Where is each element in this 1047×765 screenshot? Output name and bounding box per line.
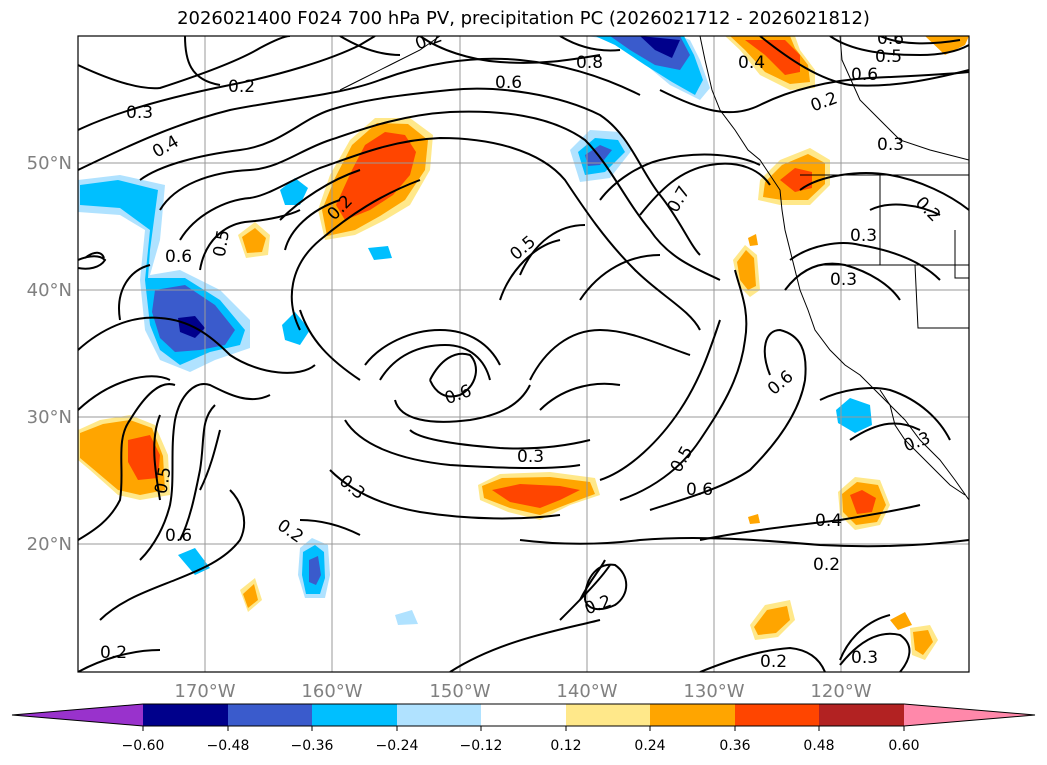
colorbar-tick-label: −0.24 <box>376 738 419 754</box>
lon-label-130w: 130°W <box>683 681 744 702</box>
contour-label: 0.6 <box>877 29 904 49</box>
lon-label-170w: 170°W <box>174 681 235 702</box>
lon-label-160w: 160°W <box>301 681 362 702</box>
pv-contours <box>78 36 969 672</box>
contour-label: 0.6 <box>495 73 522 93</box>
colorbar-tick-label: 0.60 <box>888 738 919 754</box>
colorbar-tick-label: −0.60 <box>122 738 165 754</box>
lon-label-150w: 150°W <box>429 681 490 702</box>
latitude-labels: 50°N 40°N 30°N 20°N <box>27 153 72 555</box>
contour-label: 0.2 <box>100 643 127 663</box>
contour-label: 0.3 <box>877 135 904 155</box>
colorbar-bin <box>819 704 904 726</box>
longitude-labels: 170°W 160°W 150°W 140°W 130°W 120°W <box>174 681 871 702</box>
colorbar-tick-label: −0.12 <box>460 738 503 754</box>
map-title: 2026021400 F024 700 hPa PV, precipitatio… <box>177 8 870 29</box>
lat-label-20n: 20°N <box>27 534 72 555</box>
map-frame <box>77 35 970 673</box>
colorbar-bin <box>228 704 312 726</box>
colorbar-bin <box>143 704 228 726</box>
contour-label: 0.6 <box>851 65 878 85</box>
lon-label-120w: 120°W <box>810 681 871 702</box>
contour-label: 0.5 <box>151 465 175 495</box>
contour-label: 0.8 <box>576 53 603 73</box>
colorbar-bin <box>566 704 650 726</box>
contour-label: 0.3 <box>830 270 857 290</box>
colorbar-extend-low <box>12 704 143 726</box>
contour-label: 0.2 <box>228 77 255 97</box>
contour-label: 0.3 <box>850 226 877 246</box>
contour-label: 0.4 <box>815 511 842 531</box>
contour-label: 0.4 <box>738 53 765 73</box>
contour-label: 0.3 <box>517 447 544 467</box>
lon-label-140w: 140°W <box>556 681 617 702</box>
colorbar-tick-label: −0.48 <box>207 738 250 754</box>
colorbar-bin <box>481 704 566 726</box>
colorbar: −0.60 −0.48 −0.36 −0.24 −0.12 0.12 0.24 … <box>11 703 1036 754</box>
contour-label: 0.5 <box>210 228 234 258</box>
colorbar-tick-label: 0.48 <box>803 738 834 754</box>
colorbar-tick-label: 0.24 <box>634 738 665 754</box>
contour-label: 0.6 <box>165 247 192 267</box>
lat-label-40n: 40°N <box>27 280 72 301</box>
contour-label: 0.6 <box>686 480 713 500</box>
contour-label: 0.2 <box>760 652 787 672</box>
lat-label-30n: 30°N <box>27 407 72 428</box>
contour-label: 0.3 <box>851 648 878 668</box>
contour-label: 0.2 <box>813 555 840 575</box>
contour-label: 0.5 <box>875 47 902 67</box>
contour-label: 0.6 <box>165 526 192 546</box>
colorbar-bin <box>312 704 397 726</box>
colorbar-tick-label: 0.12 <box>550 738 581 754</box>
colorbar-tick-label: 0.36 <box>719 738 750 754</box>
colorbar-tick-label: −0.36 <box>291 738 334 754</box>
colorbar-bin <box>650 704 735 726</box>
colorbar-extend-high <box>904 704 1035 726</box>
contour-label: 0.3 <box>126 103 153 123</box>
colorbar-bin <box>397 704 481 726</box>
colorbar-bin <box>735 704 819 726</box>
lat-label-50n: 50°N <box>27 153 72 174</box>
precipitation-shading <box>78 36 969 660</box>
